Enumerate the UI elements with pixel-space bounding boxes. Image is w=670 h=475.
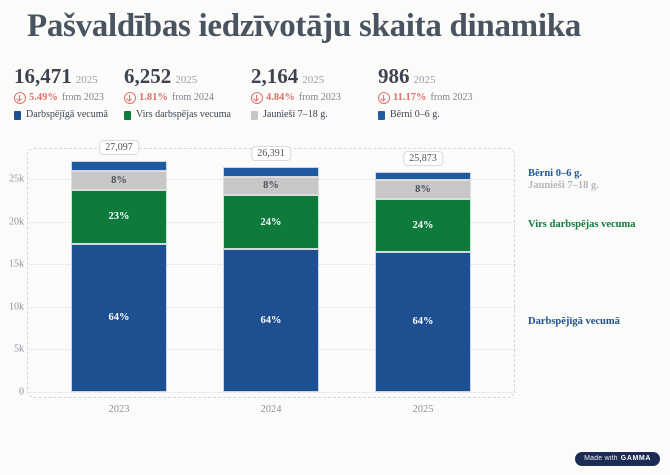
kpi-delta-row: 5.49% from 2023 — [14, 92, 108, 104]
kpi-legend-label: Darbspējīgā vecumā — [26, 109, 108, 120]
gamma-badge[interactable]: Made with GAMMA — [575, 452, 660, 466]
bar-segment-percent-label: 8% — [415, 183, 431, 195]
bar-segment[interactable]: 64% — [223, 249, 319, 392]
kpi-value-row: 16,471 2025 — [14, 66, 108, 87]
kpi-value: 16,471 — [14, 64, 72, 88]
stacked-bar-chart: 0 5k 10k 15k 20k 25k 64% 23% 8% 27,097 2023 64% 24% 8… — [0, 130, 670, 430]
arrow-down-circle-icon — [251, 92, 263, 104]
kpi-legend-label: Bērni 0–6 g. — [390, 109, 440, 120]
x-axis-tick-label: 2024 — [260, 404, 282, 415]
bar-total-label: 26,391 — [251, 146, 291, 162]
kpi-value-row: 2,164 2025 — [251, 66, 341, 87]
series-legend-label: Virs darbspējas vecuma — [528, 219, 636, 231]
kpi-delta-row: 11.17% from 2023 — [378, 92, 473, 104]
bar-segment-percent-label: 64% — [412, 316, 434, 328]
kpi-value: 986 — [378, 64, 410, 88]
kpi-legend-row: Darbspējīgā vecumā — [14, 110, 108, 120]
x-axis-tick-label: 2023 — [108, 404, 130, 415]
y-axis-tick-label: 0 — [19, 386, 24, 398]
kpi-legend-row: Jaunieši 7–18 g. — [251, 110, 341, 120]
kpi-change-from: from 2024 — [171, 92, 214, 103]
kpi-card-2: 2,164 2025 4.84% from 2023 Jaunieši 7–18 g. — [251, 66, 341, 120]
bar-segment-percent-label: 23% — [108, 211, 130, 223]
gamma-made-with-label: Made with — [584, 455, 618, 462]
arrow-down-circle-icon — [124, 92, 136, 104]
kpi-legend-label: Jaunieši 7–18 g. — [263, 109, 328, 120]
bar-segment-percent-label: 8% — [111, 174, 127, 186]
y-axis-tick-label: 20k — [9, 216, 24, 228]
bar-segment-percent-label: 24% — [412, 219, 434, 231]
kpi-change-from: from 2023 — [298, 92, 341, 103]
arrow-down-circle-icon — [378, 92, 390, 104]
kpi-delta-row: 1.81% from 2024 — [124, 92, 231, 104]
bar-segment-percent-label: 8% — [263, 180, 279, 192]
bar-segment[interactable]: 64% — [375, 251, 471, 392]
kpi-card-0: 16,471 2025 5.49% from 2023 Darbspējīgā vecu… — [14, 66, 108, 120]
bar-segment[interactable] — [71, 161, 167, 171]
bar-segment[interactable] — [375, 171, 471, 181]
bar-segment[interactable]: 24% — [223, 195, 319, 250]
kpi-year: 2025 — [302, 74, 325, 86]
kpi-legend-swatch — [124, 110, 131, 120]
kpi-legend-label: Virs darbspējas vecuma — [136, 109, 231, 120]
kpi-change-from: from 2023 — [61, 92, 104, 103]
bar-segment[interactable]: 8% — [71, 170, 167, 190]
kpi-value: 6,252 — [124, 64, 172, 88]
kpi-value: 2,164 — [251, 64, 299, 88]
bar-segment-percent-label: 24% — [260, 216, 282, 228]
arrow-down-circle-icon — [14, 92, 26, 104]
bar-segment[interactable]: 23% — [71, 189, 167, 244]
bar-segment[interactable]: 8% — [375, 180, 471, 199]
bar-segment[interactable] — [223, 167, 319, 177]
kpi-change-percent: 11.17% — [393, 91, 427, 103]
y-axis-tick-label: 10k — [9, 301, 24, 313]
kpi-card-1: 6,252 2025 1.81% from 2024 Virs darbspējas v… — [124, 66, 231, 120]
kpi-legend-swatch — [14, 110, 21, 120]
x-axis-tick-label: 2025 — [412, 404, 434, 415]
kpi-value-row: 6,252 2025 — [124, 66, 231, 87]
y-axis-tick-label: 5k — [14, 343, 24, 355]
series-legend-label: Bērni 0–6 g. — [528, 168, 582, 180]
kpi-legend-swatch — [251, 110, 258, 120]
kpi-change-percent: 4.84% — [266, 91, 295, 103]
kpi-year: 2025 — [75, 74, 98, 86]
bar-segment[interactable]: 64% — [71, 243, 167, 392]
kpi-year: 2025 — [413, 74, 436, 86]
kpi-legend-row: Virs darbspējas vecuma — [124, 110, 231, 120]
kpi-legend-swatch — [378, 110, 385, 120]
bar-segment[interactable]: 24% — [375, 198, 471, 252]
y-axis-tick-label: 15k — [9, 258, 24, 270]
kpi-change-percent: 5.49% — [29, 91, 58, 103]
kpi-change-from: from 2023 — [430, 92, 473, 103]
bar-segment-percent-label: 64% — [260, 315, 282, 327]
kpi-value-row: 986 2025 — [378, 66, 473, 87]
bar-total-label: 25,873 — [403, 150, 443, 166]
kpi-card-3: 986 2025 11.17% from 2023 Bērni 0–6 g. — [378, 66, 473, 120]
bar-segment[interactable]: 8% — [223, 176, 319, 196]
kpi-delta-row: 4.84% from 2023 — [251, 92, 341, 104]
kpi-year: 2025 — [175, 74, 198, 86]
page-title: Pašvaldības iedzīvotāju skaita dinamika — [27, 8, 581, 44]
bar-segment-percent-label: 64% — [108, 312, 130, 324]
kpi-legend-row: Bērni 0–6 g. — [378, 110, 473, 120]
kpi-change-percent: 1.81% — [139, 91, 168, 103]
series-legend-label: Jaunieši 7–18 g. — [528, 180, 599, 192]
gridline — [27, 392, 516, 393]
bar-total-label: 27,097 — [99, 140, 139, 156]
gamma-brand-label: GAMMA — [620, 455, 651, 462]
y-axis-tick-label: 25k — [9, 173, 24, 185]
series-legend-label: Darbspējīgā vecumā — [528, 315, 620, 327]
kpi-row: 16,471 2025 5.49% from 2023 Darbspējīgā vecu… — [14, 66, 660, 122]
